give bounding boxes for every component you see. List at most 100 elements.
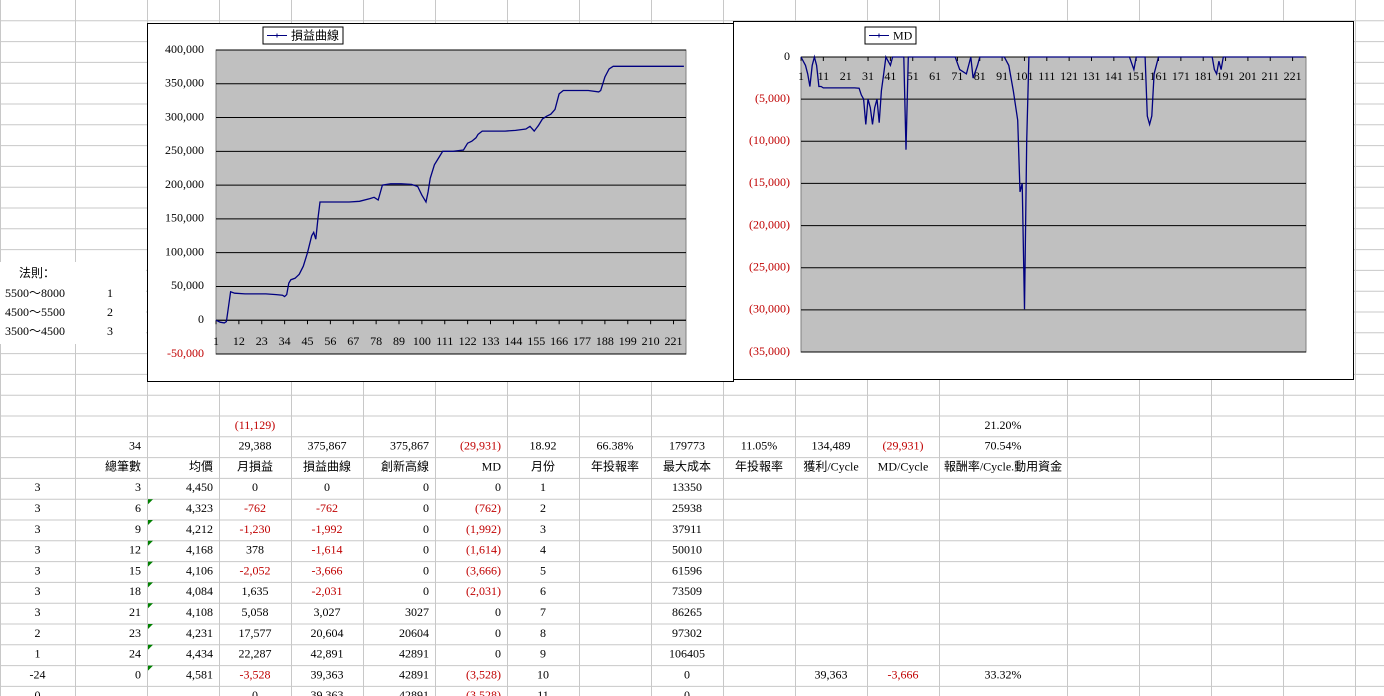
cell-text: -1,992 xyxy=(312,522,343,536)
y-tick-label: 50,000 xyxy=(171,278,204,292)
cell-text: 創新高線 xyxy=(381,458,429,473)
x-tick-label: 56 xyxy=(324,334,336,348)
y-tick-label: 200,000 xyxy=(165,177,204,191)
x-tick-label: 91 xyxy=(996,69,1008,83)
cell-text: 0 xyxy=(684,667,690,681)
x-tick-label: 12 xyxy=(233,334,245,348)
x-tick-label: 181 xyxy=(1194,69,1212,83)
x-tick-label: 61 xyxy=(929,69,941,83)
cell-text: (3,666) xyxy=(466,563,501,577)
comment-flag xyxy=(148,540,153,546)
cell-text: 4,581 xyxy=(186,667,213,681)
x-tick-label: 199 xyxy=(619,334,637,348)
cell-text: 134,489 xyxy=(812,439,851,453)
x-tick-label: 31 xyxy=(862,69,874,83)
cell-text: 21.20% xyxy=(985,418,1022,432)
x-tick-label: 133 xyxy=(482,334,500,348)
cell-text: 50010 xyxy=(672,543,702,557)
x-tick-label: 141 xyxy=(1105,69,1123,83)
x-tick-label: 23 xyxy=(256,334,268,348)
x-tick-label: 111 xyxy=(1038,69,1055,83)
cell-text: 4,212 xyxy=(186,522,213,536)
y-tick-label: (10,000) xyxy=(749,133,790,147)
cell-text: 4,323 xyxy=(186,501,213,515)
cell-text: 6 xyxy=(540,584,546,598)
cell-text: 0 xyxy=(423,543,429,557)
cell-text: 106405 xyxy=(669,647,705,661)
cell-text: (762) xyxy=(475,501,501,515)
cell-text: 3 xyxy=(35,543,41,557)
cell-text: 42891 xyxy=(399,647,429,661)
cell-text: 6 xyxy=(135,501,141,515)
comment-flag xyxy=(148,520,153,525)
cell-text: 11 xyxy=(537,688,549,696)
cell-text: 375,867 xyxy=(390,439,429,453)
cell-text: 378 xyxy=(246,543,264,557)
cell-text: 3 xyxy=(35,501,41,515)
legend-label: MD xyxy=(893,28,913,42)
x-tick-label: 161 xyxy=(1150,69,1168,83)
cell-text: 報酬率/Cycle.動用資金 xyxy=(944,458,1062,473)
data-line xyxy=(800,54,1304,310)
cell-text: 39,363 xyxy=(311,667,344,681)
cell-text: 73509 xyxy=(672,584,702,598)
y-tick-label: 100,000 xyxy=(165,244,204,258)
x-tick-label: 221 xyxy=(1284,69,1302,83)
cell-text: 3,027 xyxy=(314,605,341,619)
x-tick-label: 121 xyxy=(1060,69,1078,83)
cell-text: 最大成本 xyxy=(663,459,711,473)
cell-text: 0 xyxy=(252,688,258,696)
x-tick-label: 131 xyxy=(1082,69,1100,83)
y-tick-label: 350,000 xyxy=(165,76,204,90)
cell-text: 損益曲線 xyxy=(303,458,351,473)
rule-id: 3 xyxy=(107,324,113,338)
y-tick-label: (35,000) xyxy=(749,344,790,358)
legend-box xyxy=(864,26,917,45)
cell-text: 3 xyxy=(35,584,41,598)
x-tick-label: 188 xyxy=(596,334,614,348)
x-tick-label: 210 xyxy=(642,334,660,348)
cell-text: 10 xyxy=(537,667,549,681)
cell-text: 24 xyxy=(129,647,141,661)
cell-text: 0 xyxy=(495,480,501,494)
rule-id: 1 xyxy=(107,286,113,300)
cell-text: 4,106 xyxy=(186,563,213,577)
cell-text: 97302 xyxy=(672,626,702,640)
cell-text: 4 xyxy=(540,543,546,557)
cell-text: (29,931) xyxy=(460,439,501,453)
cell-text: 33.32% xyxy=(985,667,1022,681)
cell-text: 17,577 xyxy=(239,626,272,640)
cell-text: (3,528) xyxy=(466,688,501,696)
y-tick-label: (20,000) xyxy=(749,217,790,231)
cell-text: 11.05% xyxy=(741,439,778,453)
comment-flag xyxy=(148,665,153,671)
x-tick-label: 41 xyxy=(884,69,896,83)
cell-text: 18.92 xyxy=(530,439,557,453)
comment-flag xyxy=(148,644,153,650)
x-tick-label: 177 xyxy=(573,334,591,348)
cell-text: 3027 xyxy=(405,605,429,619)
x-tick-label: 171 xyxy=(1172,69,1190,83)
cell-text: 9 xyxy=(135,522,141,536)
cell-text: 5,058 xyxy=(242,605,269,619)
cell-text: 0 xyxy=(423,522,429,536)
cell-text: 34 xyxy=(129,439,141,453)
cell-text: 0 xyxy=(495,605,501,619)
cell-text: -3,528 xyxy=(240,667,271,681)
cell-text: 1,635 xyxy=(242,584,269,598)
comment-flag xyxy=(148,561,153,567)
cell-text: 0 xyxy=(423,501,429,515)
cell-text: 3 xyxy=(35,480,41,494)
x-tick-label: 78 xyxy=(370,334,382,348)
x-tick-label: 45 xyxy=(302,334,314,348)
cell-text: 3 xyxy=(35,563,41,577)
legend-label: 損益曲線 xyxy=(291,27,339,42)
cell-text: -24 xyxy=(30,667,46,681)
cell-text: 均價 xyxy=(189,459,213,473)
cell-text: 375,867 xyxy=(308,439,347,453)
cell-text: 0 xyxy=(495,647,501,661)
cell-text: 0 xyxy=(495,626,501,640)
cell-text: MD xyxy=(482,459,502,473)
cell-text: 4,084 xyxy=(186,584,213,598)
x-tick-label: 1 xyxy=(798,69,804,83)
